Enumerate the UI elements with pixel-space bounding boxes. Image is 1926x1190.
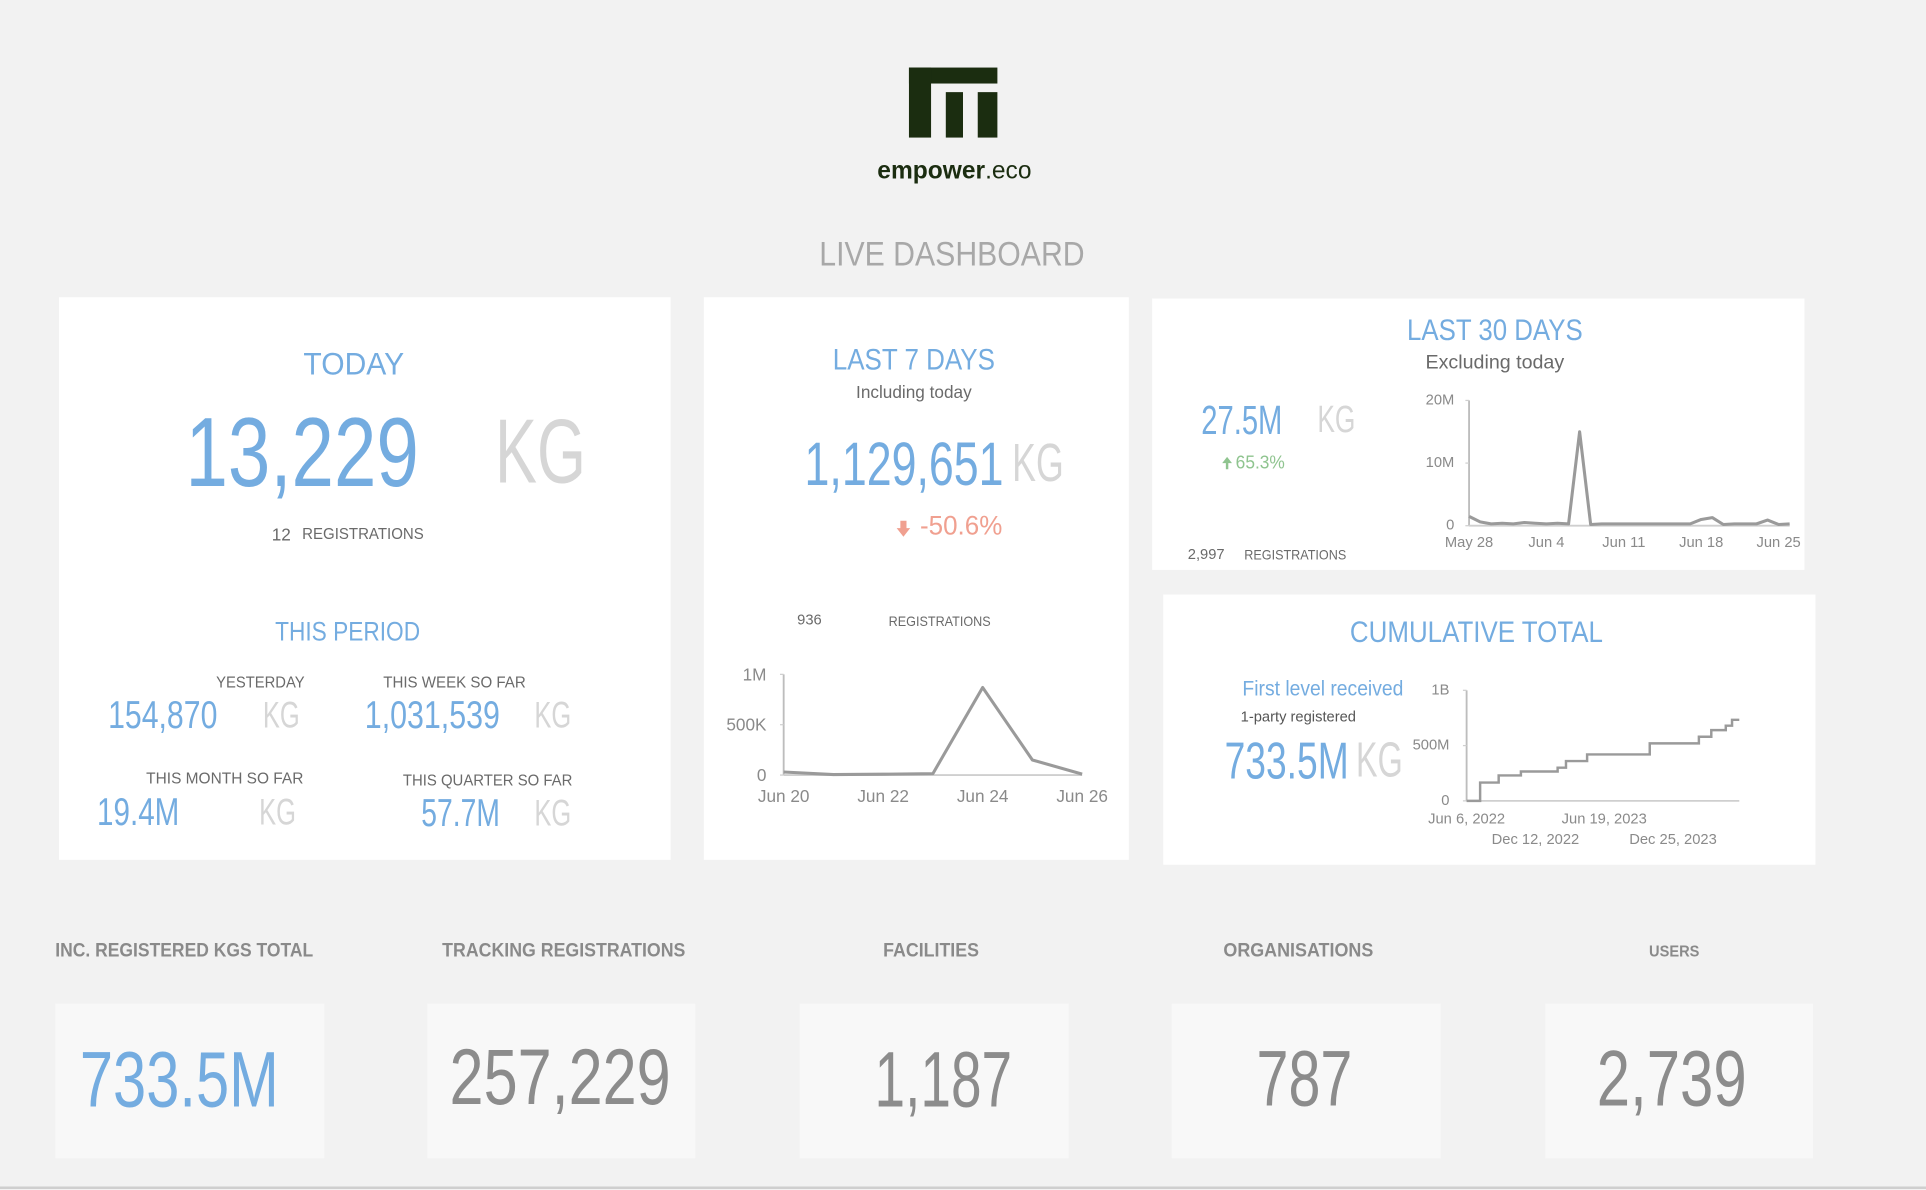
last30-value: 27.5M (1201, 397, 1282, 443)
brand-name: empower (877, 157, 985, 184)
kpi-value: 787 (1257, 1034, 1353, 1122)
x-tick-label: Jun 6, 2022 (1428, 811, 1505, 827)
x-tick-label: Jun 11 (1602, 535, 1645, 551)
registrations-count: 12 (272, 524, 291, 544)
x-tick-label: Jun 20 (758, 786, 810, 806)
x-tick-label: May 28 (1445, 535, 1493, 551)
y-tick-label: 0 (1441, 793, 1449, 809)
cumulative-value: 733.5M (1225, 731, 1349, 789)
card-title: LAST 30 DAYS (1407, 314, 1583, 347)
unit: KG (259, 791, 296, 832)
period-value: 1,031,539 (365, 693, 500, 737)
unit: KG (534, 694, 571, 735)
kpi-values: 733.5M 257,229 1,187 787 2,739 (80, 1033, 1747, 1123)
y-tick-label: 10M (1426, 455, 1455, 471)
kpi-value: 2,739 (1597, 1034, 1747, 1122)
x-tick-label: Dec 12, 2022 (1492, 832, 1580, 848)
kpi-label: INC. REGISTERED KGS TOTAL (55, 940, 313, 962)
x-tick-label: Jun 25 (1757, 535, 1801, 551)
unit: KG (1317, 399, 1355, 441)
logo (908, 67, 998, 138)
brand-suffix: .eco (985, 157, 1031, 184)
card-subtitle: Excluding today (1426, 351, 1565, 373)
y-tick-label: 500K (726, 715, 767, 735)
registrations-label: REGISTRATIONS (1244, 548, 1346, 563)
card-title: CUMULATIVE TOTAL (1350, 616, 1603, 649)
x-tick-label: Jun 19, 2023 (1562, 811, 1647, 827)
last30-card (1152, 298, 1805, 570)
kpi-value: 1,187 (875, 1036, 1013, 1124)
kpi-label: USERS (1649, 943, 1700, 960)
y-tick-label: 0 (1446, 518, 1454, 534)
unit: KG (1356, 733, 1403, 787)
x-tick-label: Jun 18 (1679, 535, 1723, 551)
card-title: TODAY (303, 346, 404, 382)
kpi-boxes (55, 1003, 1813, 1159)
period-value: 19.4M (97, 790, 179, 834)
line-series (783, 685, 1083, 777)
change: -50.6% (920, 511, 1002, 541)
down-arrow (896, 520, 911, 537)
registrations-label: REGISTRATIONS (302, 526, 424, 543)
y-tick-label: 500M (1413, 738, 1450, 754)
last7-value: 1,129,651 (805, 430, 1004, 499)
registrations-label: REGISTRATIONS (889, 614, 991, 629)
kpi-label: ORGANISATIONS (1223, 940, 1373, 962)
card-title: LAST 7 DAYS (833, 343, 995, 376)
kpi-labels: INC. REGISTERED KGS TOTAL TRACKING REGIS… (55, 940, 1699, 962)
step-series (1466, 718, 1740, 803)
card-subtitle: Including today (856, 382, 972, 402)
y-tick-label: 20M (1426, 392, 1455, 408)
unit: KG (1012, 433, 1064, 493)
unit: KG (495, 402, 586, 503)
period-label: THIS MONTH SO FAR (146, 770, 303, 787)
kpi-label: FACILITIES (883, 940, 979, 962)
x-tick-label: Jun 4 (1528, 535, 1564, 551)
unit: KG (534, 793, 571, 834)
x-tick-label: Jun 26 (1056, 786, 1108, 806)
change: 65.3% (1236, 451, 1285, 472)
cumulative-sublabel: 1-party registered (1241, 709, 1356, 725)
registrations-count: 936 (797, 612, 822, 628)
x-tick-label: Jun 24 (957, 786, 1009, 806)
section-title: THIS PERIOD (275, 616, 420, 646)
period-value: 154,870 (108, 693, 217, 737)
today-card (58, 297, 671, 860)
brand: empower.eco (877, 157, 1031, 184)
y-tick-label: 1M (743, 664, 767, 684)
unit: KG (263, 694, 300, 735)
kpi-label: TRACKING REGISTRATIONS (442, 940, 685, 962)
period-label: THIS WEEK SO FAR (383, 674, 525, 691)
kpi-value: 257,229 (450, 1033, 671, 1121)
period-label: THIS QUARTER SO FAR (403, 773, 573, 790)
y-tick-label: 1B (1431, 682, 1449, 698)
x-tick-label: Dec 25, 2023 (1629, 832, 1717, 848)
today-value: 13,229 (185, 397, 418, 507)
charts: 0 500K 1M Jun 20 Jun 22 Jun 24 Jun 26 0 10M 20M Ma… (726, 392, 1800, 848)
page-title: LIVE DASHBOARD (819, 235, 1084, 273)
x-tick-label: Jun 22 (857, 786, 909, 806)
up-arrow (1222, 456, 1233, 470)
line-series (1468, 430, 1790, 527)
period-label: YESTERDAY (216, 674, 305, 691)
kpi-value: 733.5M (80, 1036, 279, 1124)
period-value: 57.7M (421, 791, 500, 835)
registrations-count: 2,997 (1188, 547, 1225, 563)
cumulative-card (1163, 594, 1816, 865)
cumulative-label: First level received (1242, 678, 1403, 701)
y-tick-label: 0 (757, 765, 767, 785)
